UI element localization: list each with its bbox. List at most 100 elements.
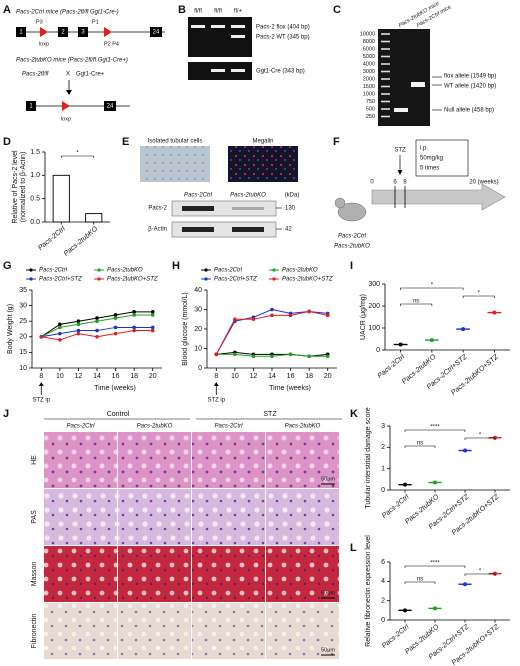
exon [58,27,68,37]
gel-band [231,69,245,72]
x-tick-label: 16 [287,373,295,380]
y-tick-label: 0.0 [30,219,40,226]
arrow-head [66,90,72,95]
band-label: flox allele (1549 bp) [444,74,496,80]
y-tick-label: 1 [381,466,385,473]
blot-band [232,207,264,210]
data-point [95,328,99,333]
mean-point [433,480,437,485]
micrograph [192,432,265,488]
legend-label: Pacs-2Ctrl+STZ [214,277,257,283]
data-point [113,313,118,317]
primer: P3 [36,19,43,25]
x-tick-label: 8 [214,373,218,380]
significance-label: * [76,151,79,157]
ko-mice: Pacs-2tubKO mice (Pacs-2fl/fl Ggt1-Cre+) [16,58,128,64]
column-label: Pacs-2tubKO [137,424,173,430]
data-point [251,317,256,322]
significance-label: **** [430,425,440,431]
y-tick-label: 15 [19,349,27,356]
legend-label: Pacs-2Ctrl [39,268,68,274]
x-tick-label: 20 [324,373,332,380]
blot-band [232,227,264,232]
panel-letter: C [333,4,341,16]
panel-f: 0 6 8 20 (weeks) STZ i.p. 50mg/kg 5 time… [334,139,506,250]
column-label: Pacs-2Ctrl [214,424,243,430]
primer: P2 P4 [104,41,119,47]
y-axis-label: Relative fibronectin expression level [365,535,372,647]
data-point [76,319,81,324]
mean-point [492,310,497,315]
legend-label: Pacs-2tubKO [107,268,143,274]
ladder-band [381,48,390,50]
series-line [41,311,153,338]
micrograph [266,489,339,545]
panel-letter: H [172,260,180,272]
gel-band [411,82,425,87]
mean-point [433,606,437,611]
significance-bracket [404,581,436,584]
x-tick-label: 12 [75,373,83,380]
gel-band [231,25,245,28]
unit: (kDa) [285,193,300,199]
gel-band [191,25,205,28]
data-point [288,313,293,318]
data-point [95,319,99,324]
y-tick-label: 40 [194,287,202,294]
panel-letter: J [3,408,9,420]
legend-swatch [204,277,208,281]
protein-label: β-Actin [148,227,167,233]
micrograph [192,546,265,602]
legend-swatch [97,268,101,272]
gel-band [231,35,245,38]
ladder-label: 2000 [363,76,375,82]
data-point [233,352,237,357]
y-tick-label: 2 [381,444,385,451]
column-label: Pacs-2Ctrl [66,424,95,430]
x-tick-label: 8 [39,373,43,380]
arrow-head [397,170,403,175]
data-point [307,354,311,359]
data-point [95,335,99,339]
significance-label: ns [417,441,423,447]
panel-j: Control STZ [44,411,342,420]
ladder-label: 4000 [363,61,375,67]
data-point [39,335,44,339]
blot-band [182,227,214,232]
micrograph [192,489,265,545]
bar [52,174,70,223]
y-axis-label: UACR (μg/mg) [360,294,367,340]
data-point [214,352,219,357]
loxp-label: loxp [61,116,71,122]
cross-right: Ggt1-Cre+ [76,72,105,78]
y-tick-label: 30 [194,306,202,313]
data-point [233,317,237,322]
y-tick-label: 300 [368,281,380,288]
blot [171,221,277,238]
significance-bracket [464,573,496,576]
regimen: 5 times [420,166,439,172]
ladder-label: 500 [366,106,375,112]
exon [78,27,88,37]
data-point [307,309,311,314]
band-label: Pacs-2 flox (404 bp) [256,25,310,31]
blot-band [182,206,214,211]
timeline-label: 20 (weeks) [469,180,498,186]
significance-bracket [400,303,433,306]
significance-label: * [479,569,482,575]
micrograph [44,546,117,602]
timeline-label: 6 [393,180,397,186]
panel-c: flox allele (1549 bp) WT allele (1420 bp… [378,29,496,126]
cross: X [66,72,70,78]
data-point [58,322,62,327]
exon [26,101,36,111]
ladder-label: 10000 [360,31,375,37]
mean-point [403,482,407,487]
ladder-band [381,63,390,65]
data-point [95,316,99,320]
size-label: 130 [285,206,296,212]
data-point [132,313,136,317]
data-point [150,310,155,314]
y-tick-label: 200 [368,303,380,310]
y-tick-label: 30 [19,302,27,309]
